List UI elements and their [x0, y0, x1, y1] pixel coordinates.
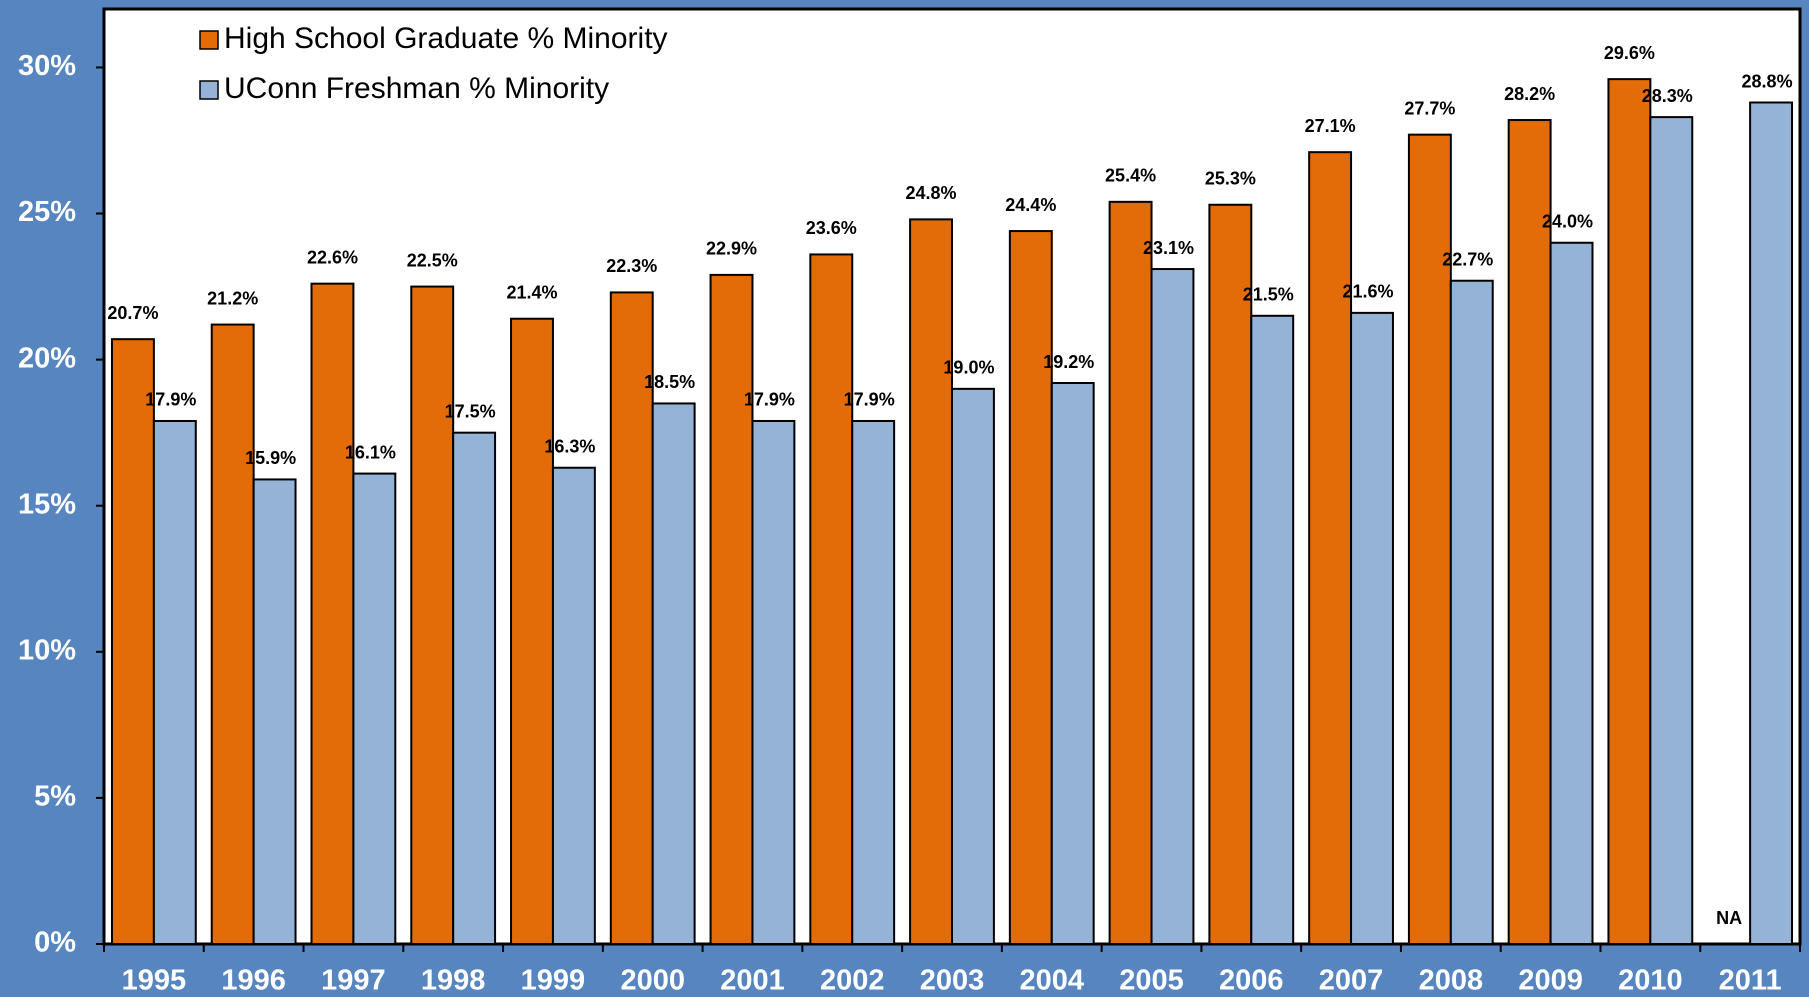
- bar: [909, 218, 953, 945]
- legend-label: UConn Freshman % Minority: [224, 72, 609, 105]
- value-label: 21.2%: [207, 288, 258, 308]
- value-label: 20.7%: [107, 303, 158, 323]
- value-label: 27.1%: [1305, 116, 1356, 136]
- value-label: 22.3%: [606, 256, 657, 276]
- value-label: 21.6%: [1342, 282, 1393, 302]
- value-label: 19.2%: [1043, 352, 1094, 372]
- value-label: 28.8%: [1742, 71, 1793, 91]
- bar: [152, 419, 197, 945]
- bar: [1749, 101, 1794, 945]
- value-label: 28.2%: [1504, 84, 1555, 104]
- value-label: 28.3%: [1642, 86, 1693, 106]
- value-label: 16.3%: [544, 436, 595, 456]
- legend-swatch: [199, 80, 219, 100]
- value-label: 27.7%: [1404, 98, 1455, 118]
- x-tick-label: 2008: [1419, 965, 1484, 997]
- x-tick-label: 2010: [1618, 965, 1683, 997]
- value-label: 22.6%: [307, 247, 358, 267]
- bar: [1250, 314, 1295, 945]
- bar: [1607, 78, 1652, 945]
- x-tick-label: 2009: [1518, 965, 1583, 997]
- bar: [1208, 203, 1253, 945]
- value-label: 17.9%: [844, 390, 895, 410]
- value-label: 22.9%: [706, 239, 757, 259]
- value-label: 23.6%: [806, 218, 857, 238]
- value-label: 29.6%: [1604, 43, 1655, 63]
- bar: [1150, 268, 1195, 945]
- x-tick-label: 2001: [720, 965, 785, 997]
- value-label: 25.4%: [1105, 166, 1156, 186]
- value-label: 25.3%: [1205, 169, 1256, 189]
- bar: [1549, 241, 1594, 945]
- bar: [252, 478, 297, 945]
- bar: [709, 273, 754, 945]
- y-tick-label: 20%: [18, 342, 76, 374]
- bar: [1649, 116, 1694, 945]
- x-tick-label: 2003: [920, 965, 985, 997]
- bar: [1350, 311, 1394, 945]
- x-tick-label: 1995: [122, 965, 187, 997]
- bar: [1407, 133, 1452, 945]
- y-tick-label: 0%: [34, 927, 76, 959]
- value-label: 17.9%: [145, 390, 196, 410]
- value-label: 21.5%: [1243, 285, 1294, 305]
- bar: [410, 285, 455, 945]
- x-tick-label: 2002: [820, 965, 885, 997]
- bar: [1308, 151, 1353, 945]
- value-label: 21.4%: [506, 282, 557, 302]
- x-tick-label: 2000: [620, 965, 685, 997]
- value-label: 19.0%: [943, 358, 994, 378]
- bar: [809, 253, 854, 945]
- x-tick-label: 2006: [1219, 965, 1284, 997]
- value-label: 22.5%: [407, 250, 458, 270]
- x-tick-label: 2007: [1319, 965, 1384, 997]
- value-label: 24.0%: [1542, 212, 1593, 232]
- bar: [110, 338, 155, 945]
- y-tick-label: 30%: [18, 50, 76, 82]
- bar: [310, 282, 355, 945]
- x-tick-label: 1996: [221, 965, 286, 997]
- x-tick-label: 1999: [521, 965, 586, 997]
- y-tick-label: 25%: [18, 196, 76, 228]
- y-tick-label: 10%: [18, 634, 76, 666]
- legend-swatch: [199, 30, 219, 50]
- value-label: NA: [1716, 908, 1742, 928]
- bar: [751, 419, 796, 945]
- bar: [1008, 230, 1053, 945]
- bar: [609, 291, 654, 945]
- bar: [551, 466, 596, 945]
- value-label: 17.9%: [744, 390, 795, 410]
- y-tick-label: 15%: [18, 488, 76, 520]
- bar: [651, 402, 696, 945]
- value-label: 24.8%: [906, 183, 957, 203]
- bar: [1050, 382, 1095, 945]
- bar: [510, 317, 554, 945]
- x-tick-label: 1997: [321, 965, 386, 997]
- bar: [452, 431, 497, 945]
- bar: [210, 323, 255, 945]
- bar: [851, 419, 896, 945]
- x-tick-label: 2005: [1119, 965, 1184, 997]
- bar: [352, 472, 397, 945]
- value-label: 22.7%: [1442, 249, 1493, 269]
- value-label: 17.5%: [445, 401, 496, 421]
- bar: [951, 387, 995, 945]
- bar: [1507, 119, 1552, 945]
- x-tick-label: 2011: [1719, 965, 1782, 997]
- bar: [1108, 200, 1153, 945]
- x-tick-label: 2004: [1020, 965, 1085, 997]
- value-label: 24.4%: [1005, 195, 1056, 215]
- value-label: 15.9%: [245, 448, 296, 468]
- value-label: 18.5%: [644, 372, 695, 392]
- value-label: 16.1%: [345, 442, 396, 462]
- bar: [1449, 279, 1494, 945]
- x-tick-label: 1998: [421, 965, 486, 997]
- legend-label: High School Graduate % Minority: [224, 22, 668, 55]
- value-label: 23.1%: [1143, 238, 1194, 258]
- y-tick-label: 5%: [34, 781, 76, 813]
